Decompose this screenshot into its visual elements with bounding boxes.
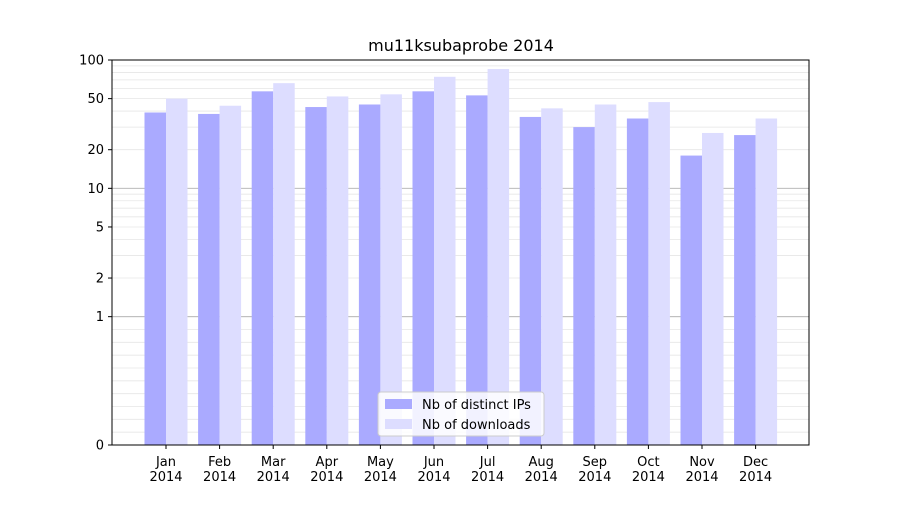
bar-downloads: [755, 118, 778, 446]
chart-title: mu11ksubaprobe 2014: [368, 36, 554, 55]
x-tick-label: Mar 2014: [257, 455, 290, 485]
bar-downloads: [219, 105, 242, 446]
bar-downloads: [487, 69, 510, 445]
bar-downloads: [326, 96, 349, 446]
bar-downloads: [434, 76, 456, 446]
y-tick-label: 50: [87, 92, 104, 107]
x-tick-label: Nov 2014: [685, 455, 718, 485]
bar-downloads: [594, 104, 617, 445]
x-tick-label: Jul 2014: [471, 455, 504, 485]
bar-distinct-ips: [466, 95, 488, 446]
legend: Nb of distinct IPs Nb of downloads: [377, 391, 545, 437]
x-axis: Jan 2014 Feb 2014 Mar 2014 Apr 2014 May 2014 Jun 20…: [149, 445, 772, 485]
legend-box: [377, 391, 545, 437]
y-tick-label: 5: [96, 220, 104, 235]
x-tick-label: Oct 2014: [632, 455, 665, 485]
bar-downloads: [702, 132, 724, 446]
bar-distinct-ips: [519, 116, 542, 446]
bar-downloads: [166, 98, 188, 446]
x-tick-label: Dec 2014: [739, 455, 772, 485]
bar-distinct-ips: [734, 135, 756, 445]
bar-downloads: [273, 83, 295, 445]
bar-distinct-ips: [305, 107, 327, 446]
y-tick-label: 100: [79, 54, 104, 69]
y-tick-label: 2: [96, 272, 104, 287]
x-tick-label: Sep 2014: [578, 455, 611, 485]
bars-layer: [144, 69, 778, 446]
x-tick-label: Jan 2014: [149, 455, 182, 485]
y-axis: 0 1 2 5 10 20 50 100: [79, 54, 112, 454]
legend-label: Nb of distinct IPs: [422, 398, 531, 413]
y-tick-label: 1: [96, 310, 104, 325]
bar-distinct-ips: [198, 113, 220, 446]
legend-swatch: [385, 419, 412, 429]
bar-distinct-ips: [358, 104, 381, 445]
bar-distinct-ips: [680, 155, 702, 445]
legend-swatch: [385, 399, 412, 409]
y-tick-label: 20: [87, 143, 104, 158]
x-tick-label: Aug 2014: [525, 455, 558, 485]
bar-downloads: [648, 102, 670, 445]
y-tick-label: 10: [87, 182, 104, 197]
x-tick-label: Jun 2014: [417, 455, 450, 485]
plot-frame: [111, 59, 810, 446]
bar-distinct-ips: [144, 112, 166, 445]
bar-distinct-ips: [251, 91, 274, 445]
x-tick-label: Feb 2014: [203, 455, 236, 485]
bar-distinct-ips: [626, 118, 649, 446]
bar-distinct-ips: [573, 127, 595, 445]
y-tick-label: 0: [96, 439, 104, 454]
bar-distinct-ips: [412, 91, 434, 445]
x-tick-label: Apr 2014: [310, 455, 343, 485]
bar-downloads: [380, 94, 402, 445]
legend-label: Nb of downloads: [422, 418, 531, 433]
bar-downloads: [541, 108, 563, 446]
x-tick-label: May 2014: [364, 455, 397, 485]
